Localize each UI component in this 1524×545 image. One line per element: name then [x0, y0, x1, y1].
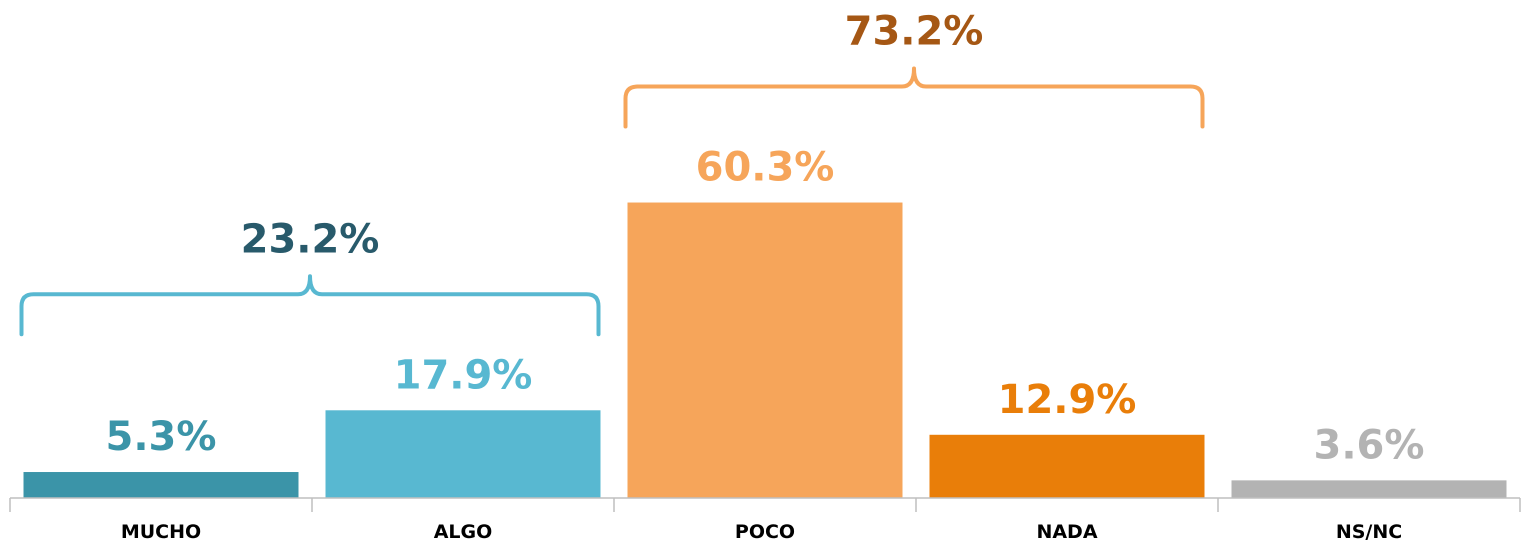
bar-poco: [627, 202, 903, 498]
group-total-label: 23.2%: [241, 216, 380, 262]
value-label: 5.3%: [106, 414, 217, 460]
category-label: NS/NC: [1336, 521, 1402, 543]
category-label: ALGO: [434, 521, 493, 543]
bar-nada: [929, 434, 1205, 498]
group-brackets: [19, 66, 1205, 337]
bars: [23, 202, 1507, 498]
value-label: 60.3%: [696, 145, 835, 191]
x-axis-ticks: [9, 498, 1521, 512]
value-label: 3.6%: [1314, 422, 1425, 468]
value-label: 12.9%: [998, 377, 1137, 423]
category-label: POCO: [735, 521, 795, 543]
value-labels: 5.3% 17.9% 60.3% 12.9% 3.6%: [106, 145, 1425, 469]
bar-mucho: [23, 472, 299, 498]
value-label: 17.9%: [394, 352, 533, 398]
group-bracket: [623, 66, 1205, 129]
category-labels: MUCHO ALGO POCO NADA NS/NC: [121, 521, 1402, 543]
group-total-label: 73.2%: [845, 9, 984, 55]
bar-algo: [325, 410, 601, 498]
group-bracket: [19, 274, 601, 337]
group-labels: 23.2% 73.2%: [241, 9, 984, 263]
category-label: MUCHO: [121, 521, 201, 543]
bar-ns-nc: [1231, 480, 1507, 498]
category-label: NADA: [1036, 521, 1097, 543]
